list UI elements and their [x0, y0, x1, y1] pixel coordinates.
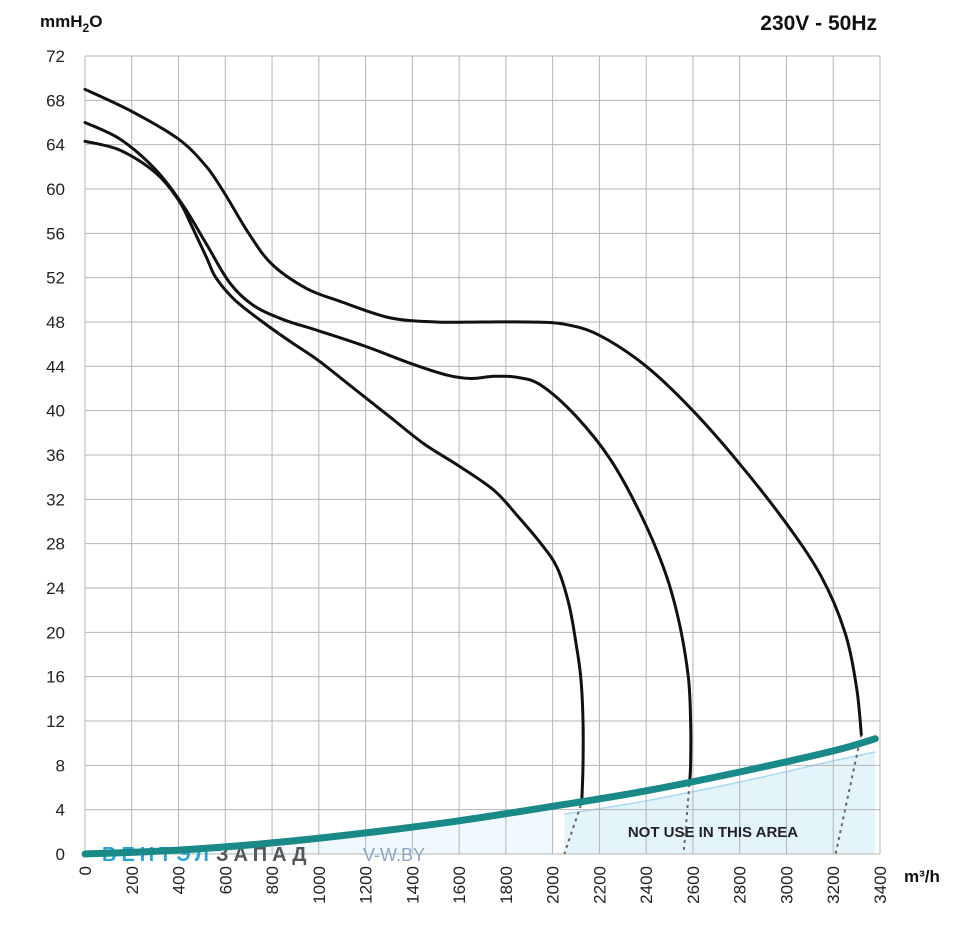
y-tick-label: 72: [46, 47, 65, 66]
y-tick-label: 32: [46, 490, 65, 509]
y-tick-label: 12: [46, 712, 65, 731]
y-tick-label: 20: [46, 623, 65, 642]
y-tick-label: 60: [46, 180, 65, 199]
fan-curve: [83, 139, 585, 801]
watermark-part2: ЗАПАД: [216, 844, 312, 866]
y-tick-label: 68: [46, 91, 65, 110]
fan-curve: [83, 87, 863, 736]
system-curve-group: [81, 735, 879, 858]
forbidden-area-label: NOT USE IN THIS AREA: [628, 824, 798, 841]
y-tick-label: 44: [46, 357, 65, 376]
y-tick-label: 36: [46, 446, 65, 465]
y-tick-label: 16: [46, 668, 65, 687]
y-tick-label: 24: [46, 579, 65, 598]
grid: [84, 55, 881, 855]
x-tick-label: 800: [263, 866, 282, 894]
y-tick-label: 28: [46, 535, 65, 554]
x-tick-label: 1600: [450, 866, 469, 904]
x-tick-label: 2600: [684, 866, 703, 904]
low-area-fill: [85, 806, 553, 854]
x-tick-label: 3200: [824, 866, 843, 904]
y-tick-label: 0: [56, 845, 65, 864]
x-tick-label: 2800: [731, 866, 750, 904]
x-tick-label: 1800: [497, 866, 516, 904]
x-tick-label: 200: [123, 866, 142, 894]
dotted-link: [682, 784, 691, 855]
y-axis-label: mmH2O: [40, 12, 102, 35]
y-tick-label: 4: [56, 801, 65, 820]
fan-curve: [83, 121, 693, 786]
watermark-part3: V-W.BY: [363, 845, 425, 865]
y-tick-label: 40: [46, 402, 65, 421]
x-tick-labels: 0 200 400 600 800 1000 1200 1400 1600 1800 2000 220…: [76, 866, 890, 904]
x-tick-label: 2200: [590, 866, 609, 904]
x-tick-label: 400: [170, 866, 189, 894]
x-tick-label: 2400: [637, 866, 656, 904]
fan-curves: [83, 87, 863, 801]
forbidden-area-fill: [564, 752, 876, 854]
x-tick-label: 3400: [871, 866, 890, 904]
x-tick-label: 0: [76, 866, 95, 875]
y-tick-label: 48: [46, 313, 65, 332]
x-axis-label: m³/h: [904, 867, 940, 886]
dotted-links: [563, 734, 863, 855]
y-tick-label: 56: [46, 224, 65, 243]
system-curve: [81, 735, 879, 858]
dotted-link: [563, 798, 584, 855]
chart-title: 230V - 50Hz: [760, 12, 877, 35]
x-tick-label: 1400: [403, 866, 422, 904]
y-tick-label: 8: [56, 756, 65, 775]
x-tick-label: 3000: [777, 866, 796, 904]
x-tick-label: 2000: [544, 866, 563, 904]
x-tick-label: 1200: [357, 866, 376, 904]
x-tick-label: 1000: [310, 866, 329, 904]
y-tick-label: 64: [46, 136, 65, 155]
y-tick-label: 52: [46, 269, 65, 288]
x-tick-label: 600: [216, 866, 235, 894]
